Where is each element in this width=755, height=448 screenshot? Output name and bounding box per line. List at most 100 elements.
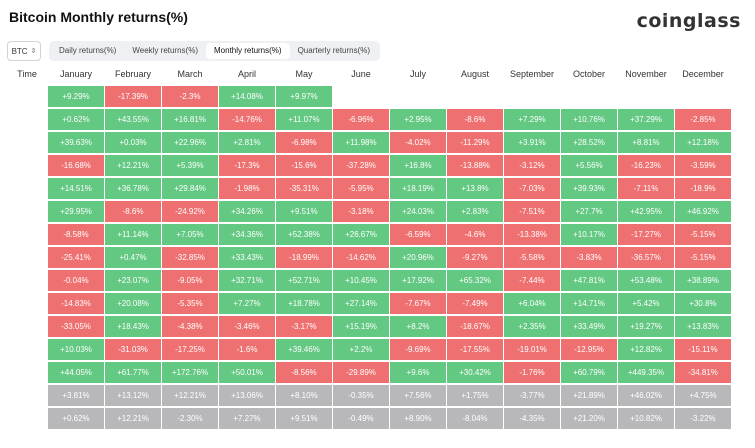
return-cell: +16.81% (162, 109, 218, 130)
return-cell: -2.3% (162, 86, 218, 107)
return-cell: +7.05% (162, 224, 218, 245)
return-cell: -4.35% (504, 408, 560, 429)
table-header-row: Time January February March April May June July… (7, 64, 731, 84)
tab-monthly-returns[interactable]: Monthly returns(%) (206, 43, 290, 59)
return-cell: +7.27% (219, 293, 275, 314)
row-label: Average (7, 385, 47, 406)
return-period-tabs: Daily returns(%) Weekly returns(%) Monthly… (49, 41, 381, 61)
page-title: Bitcoin Monthly returns(%) (9, 9, 188, 25)
return-cell: -7.51% (504, 201, 560, 222)
return-cell: +13.12% (105, 385, 161, 406)
return-cell: -2.30% (162, 408, 218, 429)
return-cell: +5.42% (618, 293, 674, 314)
return-cell: -3.18% (333, 201, 389, 222)
return-cell: -36.57% (618, 247, 674, 268)
return-cell: +37.29% (618, 109, 674, 130)
return-cell: +18.78% (276, 293, 332, 314)
column-header: April (237, 69, 256, 79)
row-label: Median (7, 408, 47, 429)
return-cell: -14.62% (333, 247, 389, 268)
return-cell: -18.99% (276, 247, 332, 268)
return-cell: +65.32% (447, 270, 503, 291)
return-cell: -14.83% (48, 293, 104, 314)
return-cell: +22.96% (162, 132, 218, 153)
return-cell: +33.49% (561, 316, 617, 337)
return-cell: +449.35% (618, 362, 674, 383)
return-cell: -13.88% (447, 155, 503, 176)
return-cell: +52.38% (276, 224, 332, 245)
return-cell: -1.76% (504, 362, 560, 383)
return-cell: -31.03% (105, 339, 161, 360)
tab-daily-returns[interactable]: Daily returns(%) (59, 46, 117, 55)
row-label: 2015 (7, 316, 47, 337)
return-cell: +0.62% (48, 408, 104, 429)
row-label: 2019 (7, 224, 47, 245)
column-header: March (177, 69, 203, 79)
return-cell: +2.2% (333, 339, 389, 360)
return-cell: +42.95% (618, 201, 674, 222)
return-cell: +30.8% (675, 293, 731, 314)
return-cell: +14.51% (48, 178, 104, 199)
return-cell: -8.6% (447, 109, 503, 130)
table-row: 2018 -25.41% +0.47% -32.85% +33.43% -18.99% -1… (7, 247, 731, 268)
return-cell: -35.31% (276, 178, 332, 199)
return-cell: +43.55% (105, 109, 161, 130)
table-row: 2019 -8.58% +11.14% +7.05% +34.36% +52.38% +26… (7, 224, 731, 245)
return-cell: -1.6% (219, 339, 275, 360)
return-cell: +17.92% (390, 270, 446, 291)
chevron-updown-icon: ⇕ (30, 48, 37, 55)
row-label: 2023 (7, 132, 47, 153)
coin-select[interactable]: BTC ⇕ (7, 41, 41, 61)
return-cell: +27.7% (561, 201, 617, 222)
return-cell: +8.2% (390, 316, 446, 337)
return-cell: -7.11% (618, 178, 674, 199)
table-row: 2022 -16.68% +12.21% +5.39% -17.3% -15.6% -37.… (7, 155, 731, 176)
return-cell: -7.67% (390, 293, 446, 314)
return-cell (504, 86, 560, 107)
return-cell: +26.67% (333, 224, 389, 245)
return-cell: +0.62% (48, 109, 104, 130)
row-label: 2024 (7, 109, 47, 130)
return-cell: +7.56% (390, 385, 446, 406)
return-cell: +6.04% (504, 293, 560, 314)
return-cell: -3.12% (504, 155, 560, 176)
return-cell: -9.27% (447, 247, 503, 268)
return-cell: +53.48% (618, 270, 674, 291)
column-header: May (295, 69, 313, 79)
return-cell: -17.25% (162, 339, 218, 360)
return-cell: +3.91% (504, 132, 560, 153)
column-header: January (59, 69, 93, 79)
column-header: October (572, 69, 605, 79)
return-cell: -3.83% (561, 247, 617, 268)
return-cell: +7.27% (219, 408, 275, 429)
table-row: 2025 +9.29% -17.39% -2.3% +14.08% +9.97% (7, 86, 731, 107)
return-cell: -3.46% (219, 316, 275, 337)
return-cell: +10.17% (561, 224, 617, 245)
table-row: 2016 -14.83% +20.08% -5.35% +7.27% +18.78% +27… (7, 293, 731, 314)
row-label: 2020 (7, 201, 47, 222)
row-label: 2022 (7, 155, 47, 176)
return-cell: -3.17% (276, 316, 332, 337)
return-cell: +3.81% (48, 385, 104, 406)
monthly-returns-table: Time January February March April May June July… (6, 62, 732, 431)
return-cell: +1.75% (447, 385, 503, 406)
return-cell: +8.90% (390, 408, 446, 429)
tab-weekly-returns[interactable]: Weekly returns(%) (132, 46, 198, 55)
return-cell: -17.39% (105, 86, 161, 107)
return-cell: +28.52% (561, 132, 617, 153)
return-cell: +13.06% (219, 385, 275, 406)
return-cell: +13.83% (675, 316, 731, 337)
return-cell: +11.07% (276, 109, 332, 130)
return-cell: +2.83% (447, 201, 503, 222)
column-header: Time (17, 69, 37, 79)
return-cell: +38.89% (675, 270, 731, 291)
return-cell: +9.6% (390, 362, 446, 383)
return-cell: +44.05% (48, 362, 104, 383)
coinglass-logo: coinglass (636, 10, 741, 32)
return-cell: +21.20% (561, 408, 617, 429)
tab-quarterly-returns[interactable]: Quarterly returns(%) (297, 46, 371, 55)
return-cell: -13.38% (504, 224, 560, 245)
return-cell: -8.04% (447, 408, 503, 429)
return-cell: -5.15% (675, 224, 731, 245)
return-cell: +7.29% (504, 109, 560, 130)
